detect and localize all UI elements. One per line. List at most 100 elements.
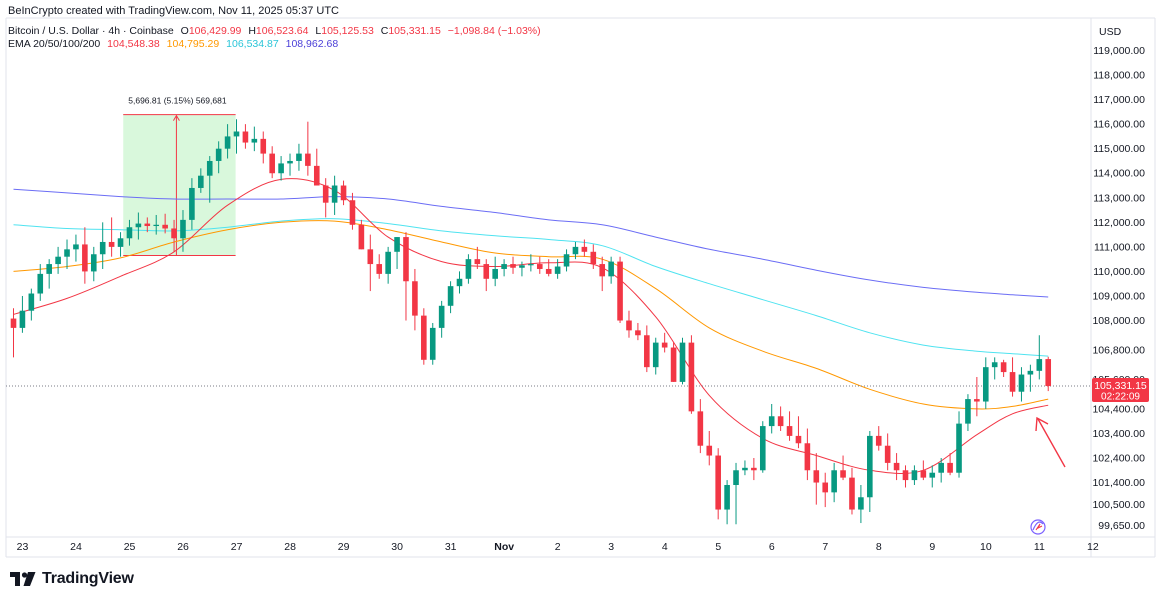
- candle-body: [688, 342, 695, 412]
- candle-body: [661, 342, 668, 348]
- candle-body: [260, 138, 267, 154]
- candle-body: [349, 200, 356, 225]
- candle-up: [90, 246, 97, 282]
- candle-down: [875, 426, 882, 451]
- date-tick-label: 29: [338, 541, 350, 553]
- candle-body: [367, 249, 374, 265]
- candle-body: [572, 246, 579, 255]
- date-tick-label: 2: [555, 541, 561, 553]
- candle-body: [947, 462, 953, 473]
- candle-down: [536, 256, 543, 274]
- ohlc-legend: Bitcoin / U.S. Dollar · 4h · Coinbase O1…: [8, 25, 541, 37]
- candle-down: [242, 124, 249, 149]
- countdown-timer: 02:22:09: [1101, 392, 1140, 403]
- candle-body: [554, 266, 561, 274]
- candle-up: [331, 175, 338, 215]
- candle-body: [171, 228, 177, 239]
- price-tick-label: 115,000.00: [1093, 143, 1145, 155]
- candle-body: [1045, 359, 1052, 387]
- candle-up: [224, 124, 231, 159]
- candle-up: [759, 421, 766, 473]
- price-tick-label: 112,000.00: [1093, 217, 1145, 229]
- candle-down: [1009, 357, 1016, 397]
- candle-up: [117, 232, 124, 257]
- price-tick-label: 103,400.00: [1092, 428, 1145, 440]
- candle-up: [501, 259, 507, 277]
- candle-down: [10, 308, 17, 358]
- candle-up: [572, 241, 579, 260]
- price-tick-label: 119,000.00: [1093, 45, 1145, 57]
- candle-up: [19, 295, 26, 333]
- ema50-value: 104,795.29: [166, 38, 220, 50]
- price-tick-label: 118,000.00: [1093, 70, 1145, 82]
- candle-body: [421, 315, 427, 360]
- candle-up: [991, 357, 998, 380]
- tradingview-logo-icon: [10, 572, 36, 586]
- candle-body: [447, 286, 454, 306]
- attribution-line: BeInCrypto created with TradingView.com,…: [8, 5, 339, 17]
- candle-down: [358, 219, 365, 250]
- candle-body: [189, 187, 195, 220]
- candle-down: [349, 192, 356, 230]
- candle-body: [108, 241, 115, 247]
- ema200-value: 108,962.68: [285, 38, 339, 50]
- candle-up: [278, 156, 284, 181]
- candle-body: [742, 467, 748, 471]
- candle-body: [1009, 372, 1016, 392]
- candle-down: [813, 453, 820, 505]
- high-label: H: [248, 25, 256, 37]
- candle-body: [510, 264, 516, 268]
- badge-swirl: [1032, 521, 1044, 531]
- price-tick-label: 102,400.00: [1092, 452, 1145, 464]
- open-value: 106,429.99: [188, 25, 242, 37]
- ema-title[interactable]: EMA 20/50/100/200: [8, 38, 101, 50]
- candle-body: [858, 497, 864, 510]
- price-tick-label: 114,000.00: [1093, 168, 1145, 180]
- candle-body: [679, 342, 686, 382]
- candle-body: [412, 281, 418, 316]
- candle-body: [90, 254, 97, 272]
- candle-up: [385, 246, 391, 284]
- candle-body: [867, 435, 873, 498]
- candle-up: [180, 210, 186, 252]
- candle-up: [73, 234, 79, 262]
- candle-body: [55, 256, 61, 265]
- candle-body: [438, 305, 445, 328]
- candle-body: [929, 472, 936, 478]
- candle-body: [795, 435, 802, 444]
- tradingview-brand[interactable]: TradingView: [10, 569, 134, 589]
- candle-body: [117, 238, 124, 247]
- candle-up: [519, 261, 525, 277]
- date-tick-label: 26: [177, 541, 189, 553]
- candle-body: [492, 268, 498, 279]
- candle-down: [474, 246, 481, 269]
- candle-down: [322, 178, 329, 218]
- candle-body: [82, 244, 88, 272]
- candle-up: [929, 465, 936, 488]
- candle-body: [180, 219, 186, 239]
- date-tick-label: 23: [17, 541, 29, 553]
- candle-body: [545, 268, 552, 274]
- candle-up: [492, 256, 498, 287]
- candle-body: [884, 445, 891, 463]
- date-tick-label: 25: [124, 541, 136, 553]
- candle-down: [510, 256, 516, 274]
- candle-body: [733, 470, 739, 485]
- candle-up: [742, 460, 748, 476]
- symbol-label[interactable]: Bitcoin / U.S. Dollar · 4h · Coinbase: [8, 25, 174, 37]
- candle-down: [661, 332, 668, 353]
- candle-body: [28, 293, 35, 311]
- candle-body: [626, 320, 632, 331]
- candle-body: [305, 153, 311, 166]
- candle-up: [858, 484, 864, 524]
- candle-down: [340, 180, 347, 206]
- candle-body: [920, 470, 927, 478]
- candle-down: [305, 121, 311, 176]
- candle-body: [385, 251, 391, 274]
- candle-down: [590, 244, 597, 269]
- candle-body: [965, 399, 971, 424]
- candle-down: [920, 460, 927, 481]
- price-tick-label: 99,650.00: [1098, 520, 1145, 532]
